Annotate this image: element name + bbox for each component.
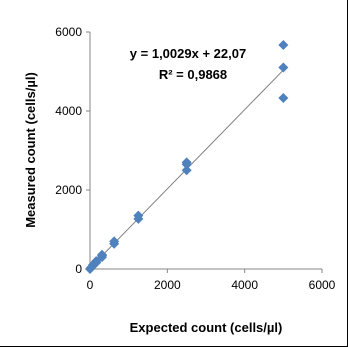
data-point: [181, 165, 192, 176]
y-tick-label: 4000: [55, 104, 82, 118]
data-point: [278, 40, 289, 51]
data-point: [96, 249, 107, 260]
ticks: 0 2000 4000 6000 0 2000 4000 6000: [55, 25, 335, 292]
x-axis-title: Expected count (cells/µl): [130, 320, 283, 335]
data-point: [278, 62, 289, 73]
data-point: [133, 210, 144, 221]
r-squared-label: R² = 0,9868: [159, 67, 227, 82]
x-tick-label: 6000: [309, 278, 336, 292]
data-point: [109, 236, 120, 247]
y-tick-label: 2000: [55, 183, 82, 197]
trendline-equation: y = 1,0029x + 22,07: [130, 46, 246, 61]
x-tick-label: 0: [87, 278, 94, 292]
data-point: [278, 92, 289, 103]
axes: [89, 32, 322, 270]
x-tick-label: 2000: [154, 278, 181, 292]
y-tick-label: 6000: [55, 25, 82, 39]
y-axis-title: Measured count (cells/µl): [23, 72, 38, 228]
data-points: [85, 40, 289, 274]
y-tick-label: 0: [75, 262, 82, 276]
data-point: [181, 157, 192, 168]
x-tick-label: 4000: [231, 278, 258, 292]
